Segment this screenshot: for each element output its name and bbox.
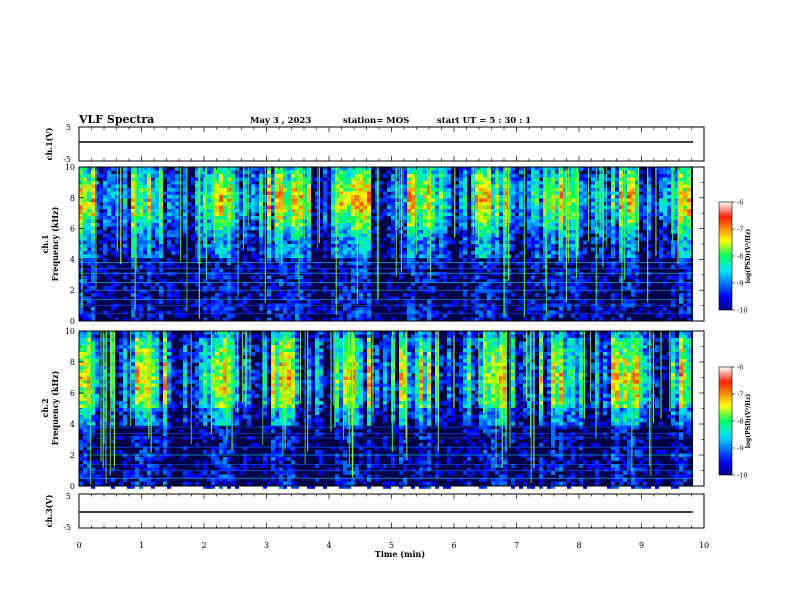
ch2-colorbar-ticks: -6 -7 -8 -9 -10 xyxy=(732,364,747,480)
figure-title: VLF Spectra xyxy=(78,113,154,126)
colorbar-tick-label: -7 xyxy=(737,391,743,399)
ch1-spectrogram-panel: 0 2 4 6 8 10 ch.1 Frequency (kHz) xyxy=(40,163,705,326)
frequency-tick-label: 2 xyxy=(70,451,75,460)
ch3-ytick-top: 5 xyxy=(66,492,71,501)
ch1-ytick-bottom: -5 xyxy=(63,155,71,164)
time-axis-tick-label: 9 xyxy=(639,541,644,550)
ch1-colorbar-ticks: -6 -7 -8 -9 -10 xyxy=(732,199,747,315)
frequency-tick-label: 10 xyxy=(65,327,75,336)
colorbar-tick-label: -8 xyxy=(737,253,743,261)
ch1-spectrogram-cells xyxy=(79,167,693,322)
colorbar-tick-label: -7 xyxy=(737,226,743,234)
frequency-tick-label: 8 xyxy=(70,194,75,203)
colorbar-tick-label: -10 xyxy=(737,472,747,480)
time-axis-tick-label: 6 xyxy=(451,541,456,550)
time-axis-tick-label: 0 xyxy=(76,541,81,550)
ch1-channel-label: ch.1 xyxy=(40,234,50,253)
ch2-frequency-ticks: 0 2 4 6 8 10 xyxy=(65,327,704,491)
ch1-voltage-panel: 5 -5 ch.1(V) xyxy=(44,123,705,164)
time-axis-ticklabels: 0 1 2 3 4 5 6 7 8 9 10 xyxy=(76,541,709,550)
frequency-tick-label: 4 xyxy=(70,420,75,429)
ch1-colorbar-label: log(PSD)(V²/Hz) xyxy=(745,229,752,284)
date-label: May 3 , 2023 xyxy=(250,116,311,126)
time-axis-tick-label: 5 xyxy=(389,541,394,550)
frequency-tick-label: 6 xyxy=(70,225,75,234)
ch2-colorbar: -6 -7 -8 -9 -10 log(PSD)(V²/Hz) xyxy=(718,364,752,480)
ch2-frequency-ylabel: Frequency (kHz) xyxy=(50,370,60,445)
time-axis-tick-label: 2 xyxy=(201,541,206,550)
time-axis-tick-label: 7 xyxy=(514,541,519,550)
colorbar-tick-label: -9 xyxy=(737,280,743,288)
frequency-tick-label: 0 xyxy=(70,482,75,491)
time-axis-tick-label: 10 xyxy=(699,541,709,550)
colorbar-tick-label: -6 xyxy=(737,199,743,207)
ch1-voltage-ylabel: ch.1(V) xyxy=(44,127,54,160)
station-label: station= MOS xyxy=(343,116,409,126)
ch2-channel-label: ch.2 xyxy=(40,398,50,417)
ch3-ytick-bottom: -5 xyxy=(63,523,71,532)
time-axis-tick-label: 3 xyxy=(264,541,269,550)
colorbar-tick-label: -6 xyxy=(737,364,743,372)
ch2-spectrogram-panel: 0 2 4 6 8 10 ch.2 Frequency (kHz) xyxy=(40,327,705,491)
colorbar-tick-label: -10 xyxy=(737,307,747,315)
ch3-voltage-ylabel: ch.3(V) xyxy=(44,494,54,527)
time-axis-label: Time (min) xyxy=(375,549,425,559)
ch3-voltage-panel: 5 -5 ch.3(V) xyxy=(44,492,705,532)
time-axis-tick-label: 1 xyxy=(139,541,144,550)
frequency-tick-label: 8 xyxy=(70,358,75,367)
frequency-tick-label: 0 xyxy=(70,317,75,326)
time-axis-tick-label: 4 xyxy=(326,541,331,550)
ch1-ytick-top: 5 xyxy=(66,123,71,132)
time-axis-tick-label: 8 xyxy=(576,541,581,550)
ch1-colorbar: -6 -7 -8 -9 -10 log(PSD)(V²/Hz) xyxy=(718,199,752,315)
ch2-colorbar-label: log(PSD)(V²/Hz) xyxy=(745,394,752,449)
ch1-frequency-ticks: 0 2 4 6 8 10 xyxy=(65,163,704,326)
ch1-frequency-ylabel: Frequency (kHz) xyxy=(50,206,60,281)
frequency-tick-label: 2 xyxy=(70,286,75,295)
start-time-label: start UT = 5 : 30 : 1 xyxy=(437,116,531,126)
frequency-tick-label: 4 xyxy=(70,255,75,264)
ch2-spectrogram-cells xyxy=(79,331,693,489)
frequency-tick-label: 6 xyxy=(70,389,75,398)
frequency-tick-label: 10 xyxy=(65,163,75,172)
colorbar-tick-label: -8 xyxy=(737,418,743,426)
colorbar-tick-label: -9 xyxy=(737,445,743,453)
